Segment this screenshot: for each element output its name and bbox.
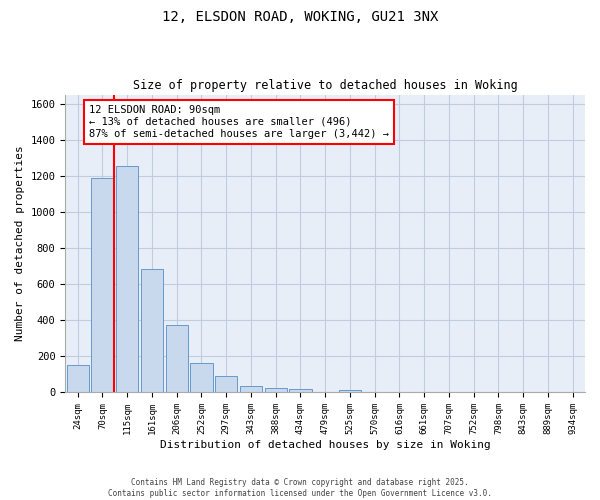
Y-axis label: Number of detached properties: Number of detached properties bbox=[15, 146, 25, 342]
Text: 12 ELSDON ROAD: 90sqm
← 13% of detached houses are smaller (496)
87% of semi-det: 12 ELSDON ROAD: 90sqm ← 13% of detached … bbox=[89, 106, 389, 138]
X-axis label: Distribution of detached houses by size in Woking: Distribution of detached houses by size … bbox=[160, 440, 491, 450]
Bar bbox=[240, 386, 262, 392]
Bar bbox=[215, 376, 237, 392]
Text: 12, ELSDON ROAD, WOKING, GU21 3NX: 12, ELSDON ROAD, WOKING, GU21 3NX bbox=[162, 10, 438, 24]
Text: Contains HM Land Registry data © Crown copyright and database right 2025.
Contai: Contains HM Land Registry data © Crown c… bbox=[108, 478, 492, 498]
Bar bbox=[289, 389, 311, 392]
Bar bbox=[67, 366, 89, 392]
Title: Size of property relative to detached houses in Woking: Size of property relative to detached ho… bbox=[133, 79, 518, 92]
Bar bbox=[190, 362, 212, 392]
Bar bbox=[265, 388, 287, 392]
Bar bbox=[116, 166, 138, 392]
Bar bbox=[166, 325, 188, 392]
Bar bbox=[91, 178, 113, 392]
Bar bbox=[339, 390, 361, 392]
Bar bbox=[141, 269, 163, 392]
